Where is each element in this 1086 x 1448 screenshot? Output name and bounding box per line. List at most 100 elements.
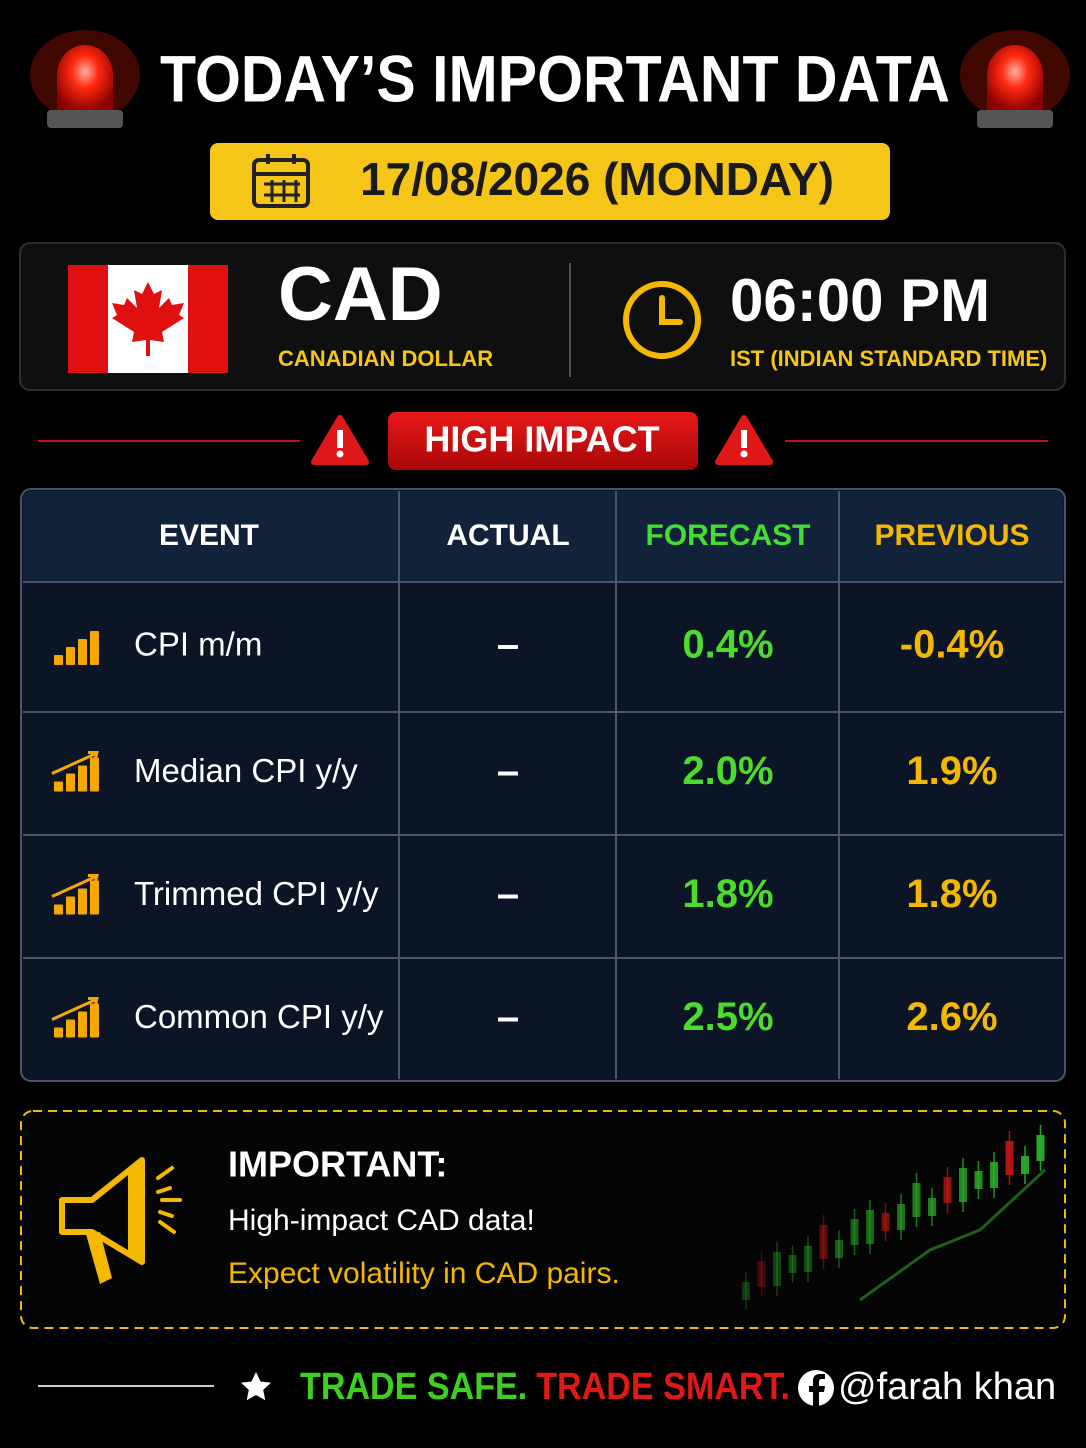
note-title: IMPORTANT: <box>228 1144 447 1185</box>
time: 06:00 PM <box>730 267 990 334</box>
star-icon <box>241 1372 271 1401</box>
siren-icon <box>30 30 140 128</box>
cell-value: 2.5% <box>682 995 773 1039</box>
cell-value: – <box>497 623 519 667</box>
warning-icon <box>740 450 748 458</box>
impact-label: HIGH IMPACT <box>424 419 659 460</box>
currency-panel <box>19 242 1066 391</box>
siren-icon <box>960 30 1070 128</box>
date: 17/08/2026 (MONDAY) <box>360 153 834 205</box>
column-header: FORECAST <box>646 519 811 552</box>
candlestick-decoration <box>959 1168 967 1202</box>
bar-icon <box>66 1019 75 1038</box>
megaphone-icon <box>86 1232 112 1284</box>
bar-icon <box>51 997 99 1021</box>
warning-icon <box>337 430 343 448</box>
candlestick-decoration <box>881 1213 890 1231</box>
cell-value: – <box>497 749 519 793</box>
cell-value: 2.0% <box>682 749 773 793</box>
bar-icon <box>51 751 99 775</box>
candlestick-decoration <box>1021 1156 1029 1174</box>
facebook-icon <box>809 1374 825 1406</box>
currency-name: CANADIAN DOLLAR <box>278 346 493 371</box>
siren-icon <box>47 110 123 128</box>
currency-code: CAD <box>278 252 443 337</box>
note-box <box>20 1110 1066 1329</box>
table-header <box>23 491 1063 582</box>
slogan-part: TRADE SAFE. <box>300 1366 527 1408</box>
bar-icon <box>90 631 99 665</box>
slogan: TRADE SAFE.TRADE SMART. <box>300 1366 790 1408</box>
megaphone-icon <box>156 1166 182 1234</box>
candlestick-decoration <box>773 1252 781 1286</box>
event-name: Common CPI y/y <box>134 998 384 1035</box>
warning-icon <box>336 450 344 458</box>
siren-icon <box>977 110 1053 128</box>
bar-icon <box>51 874 99 915</box>
candlestick-decoration <box>859 1168 1047 1302</box>
cell-value: 0.4% <box>682 623 773 667</box>
clock-icon <box>659 295 683 325</box>
bar-icon <box>54 904 63 915</box>
bar-icon <box>78 765 87 792</box>
canada-flag <box>68 265 228 373</box>
bar-icon <box>66 647 75 665</box>
event-name: CPI m/m <box>134 626 262 663</box>
canada-flag <box>68 265 108 373</box>
clock-icon <box>623 281 701 359</box>
cell-value: -0.4% <box>900 623 1005 667</box>
bar-icon <box>54 655 63 665</box>
candlestick-decoration <box>742 1125 1047 1310</box>
bar-icon <box>78 639 87 665</box>
bar-icon <box>66 773 75 792</box>
bar-icon <box>51 751 99 792</box>
megaphone-icon <box>128 1165 142 1257</box>
bar-icon <box>54 1027 63 1038</box>
bar-icon <box>54 781 63 792</box>
title: TODAY’S IMPORTANT DATA <box>160 41 950 115</box>
candlestick-decoration <box>974 1171 983 1189</box>
table-body: EVENT ACTUAL FORECAST PREVIOUS CPI m/m – 0.4% -… <box>23 491 1063 1079</box>
calendar-icon <box>264 180 300 202</box>
candlestick-decoration <box>742 1282 750 1300</box>
bar-icon <box>66 896 75 915</box>
megaphone-icon <box>59 1157 182 1284</box>
candlestick-decoration <box>943 1177 952 1203</box>
event-name: Median CPI y/y <box>134 752 358 789</box>
table <box>20 488 1066 1082</box>
column-header: EVENT <box>159 519 259 552</box>
candlestick-decoration <box>835 1240 843 1258</box>
cell-value: 1.9% <box>906 749 997 793</box>
bar-icon <box>90 880 99 915</box>
candlestick-decoration <box>928 1198 936 1216</box>
note-line: Expect volatility in CAD pairs. <box>228 1257 620 1290</box>
cell-value: 1.8% <box>682 872 773 916</box>
cell-value: 2.6% <box>906 995 997 1039</box>
bar-icon <box>51 874 99 898</box>
candlestick-decoration <box>804 1246 812 1272</box>
bar-icon <box>78 1011 87 1038</box>
candlestick-decoration <box>788 1255 797 1273</box>
bar-icon <box>78 888 87 915</box>
candlestick-decoration <box>1005 1141 1014 1175</box>
column-header: PREVIOUS <box>874 519 1029 552</box>
bar-icon <box>90 757 99 792</box>
candlestick-decoration <box>866 1210 874 1244</box>
siren-icon <box>57 45 113 112</box>
candlestick-decoration <box>990 1162 998 1188</box>
time-zone: IST (INDIAN STANDARD TIME) <box>730 346 1047 371</box>
bar-icon <box>90 1003 99 1038</box>
siren-icon <box>987 45 1043 112</box>
bar-icon <box>54 631 99 665</box>
cell-value: 1.8% <box>906 872 997 916</box>
megaphone-icon <box>59 1157 145 1265</box>
clock-icon <box>623 281 701 359</box>
cell-value: – <box>497 995 519 1039</box>
facebook-icon <box>798 1370 834 1406</box>
slogan-part: TRADE SMART. <box>536 1366 790 1408</box>
note-line: High-impact CAD data! <box>228 1204 535 1237</box>
candlestick-decoration <box>912 1183 921 1217</box>
bar-icon <box>51 997 99 1038</box>
